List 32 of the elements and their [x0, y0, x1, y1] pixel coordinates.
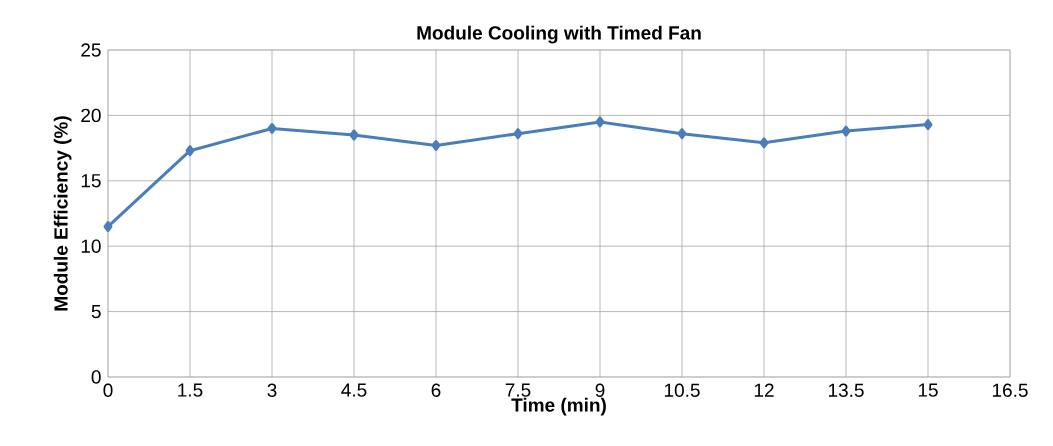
x-axis-title: Time (min)	[511, 397, 606, 416]
x-tick-label: 12	[754, 383, 774, 397]
x-tick-label: 9	[595, 383, 605, 397]
point	[595, 116, 605, 128]
y-tick-label: 5	[91, 304, 101, 319]
point	[185, 145, 195, 157]
point	[513, 128, 523, 140]
y-tick-label: 0	[91, 370, 101, 384]
y-tick-label: 25	[81, 43, 101, 57]
y-tick-label: 20	[81, 108, 101, 123]
x-tick-label: 7.5	[505, 383, 531, 397]
point	[103, 221, 113, 233]
point	[923, 119, 933, 131]
point	[267, 122, 277, 134]
point	[349, 129, 359, 141]
chart-title: Module Cooling with Timed Fan	[417, 25, 701, 44]
x-tick-label: 3	[267, 383, 277, 397]
point	[677, 128, 687, 140]
point	[431, 139, 441, 151]
y-tick-label: 10	[81, 239, 101, 253]
x-tick-label: 15	[918, 383, 938, 397]
y-axis-title: Module Efficiency (%)	[53, 116, 72, 311]
x-tick-label: 10.5	[664, 383, 700, 397]
x-tick-label: 1.5	[178, 383, 203, 397]
x-tick-label: 4.5	[341, 383, 367, 397]
point	[759, 137, 769, 149]
x-tick-label: 6	[431, 383, 441, 397]
y-tick-label: 15	[81, 174, 101, 188]
x-tick-label: 16.5	[992, 383, 1028, 397]
x-tick-label: 13.5	[828, 383, 864, 397]
x-tick-label: 0	[103, 383, 113, 397]
point	[841, 125, 851, 137]
